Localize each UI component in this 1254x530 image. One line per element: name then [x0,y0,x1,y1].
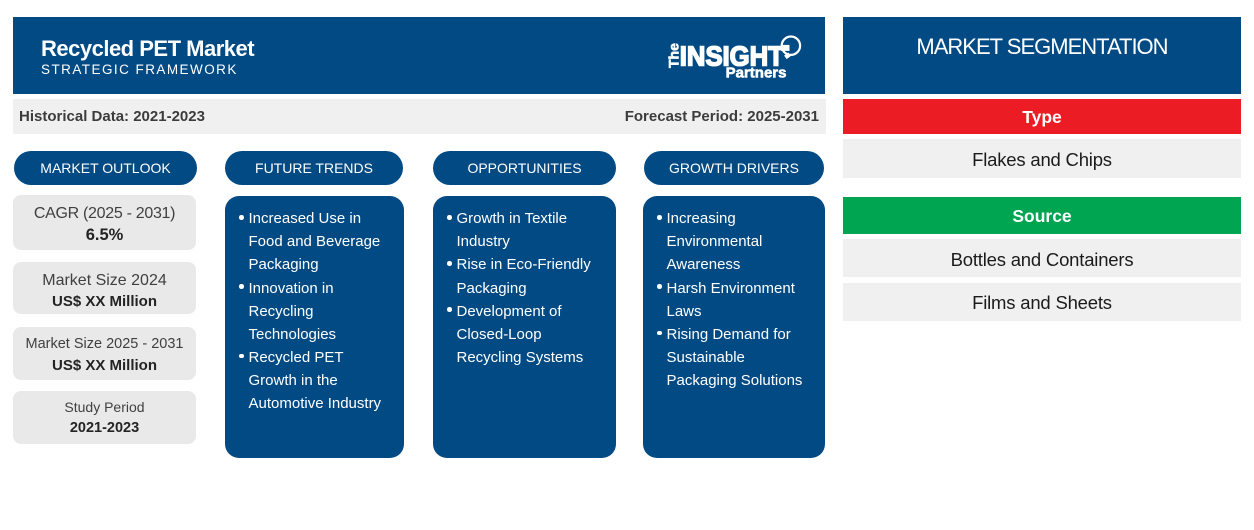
svg-text:Partners: Partners [726,65,787,82]
svg-text:The: The [666,43,682,68]
svg-text:INSIGHT: INSIGHT [680,40,784,71]
